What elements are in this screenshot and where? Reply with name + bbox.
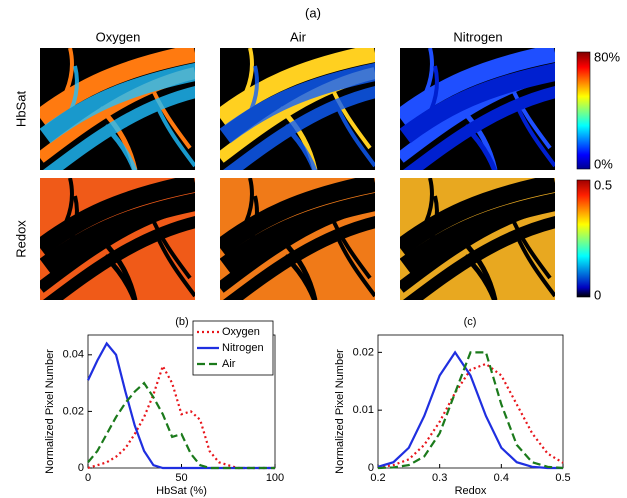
- x-tick-label: 0.2: [370, 472, 385, 484]
- panel-label: (c): [464, 316, 477, 328]
- line-series: [87, 341, 275, 470]
- legend-label: Nitrogen: [222, 342, 264, 354]
- x-axis-label: HbSat (%): [156, 485, 207, 497]
- line-series: [377, 350, 563, 470]
- colorbar-label: 0: [594, 287, 601, 302]
- x-tick-label: 0.5: [555, 472, 570, 484]
- colorbar-label: 0.5: [594, 177, 612, 192]
- column-title: Nitrogen: [453, 29, 502, 44]
- panel-label: (a): [305, 5, 321, 20]
- y-tick-label: 0.02: [63, 405, 84, 417]
- y-axis-label: Normalized Pixel Number: [334, 349, 346, 474]
- panel-label: (b): [175, 316, 188, 328]
- column-title: Oxygen: [96, 29, 141, 44]
- y-tick-label: 0.01: [353, 404, 374, 416]
- colorbar-label: 80%: [594, 49, 620, 64]
- line-series: [377, 362, 564, 469]
- x-tick-label: 0: [85, 472, 91, 484]
- y-tick-label: 0: [78, 462, 84, 474]
- y-tick-label: 0: [368, 462, 374, 474]
- legend-label: Air: [222, 358, 236, 370]
- x-tick-label: 0.3: [432, 472, 447, 484]
- x-tick-label: 100: [266, 472, 284, 484]
- legend-box: [192, 320, 274, 376]
- y-tick-label: 0.02: [353, 346, 374, 358]
- legend-label: Oxygen: [222, 326, 260, 338]
- x-tick-label: 50: [175, 472, 187, 484]
- y-axis-label: Normalized Pixel Number: [44, 349, 56, 474]
- y-tick-label: 0.04: [63, 349, 84, 361]
- line-series: [377, 351, 564, 470]
- column-title: Air: [290, 29, 307, 44]
- line-series: [87, 381, 275, 470]
- colorbar-label: 0%: [594, 156, 613, 171]
- x-axis-label: Redox: [455, 485, 487, 497]
- heatmap-images: [40, 48, 591, 300]
- row-label: HbSat: [13, 91, 28, 128]
- x-tick-label: 0.4: [494, 472, 509, 484]
- row-label: Redox: [13, 220, 28, 258]
- plot-frame: [377, 334, 564, 469]
